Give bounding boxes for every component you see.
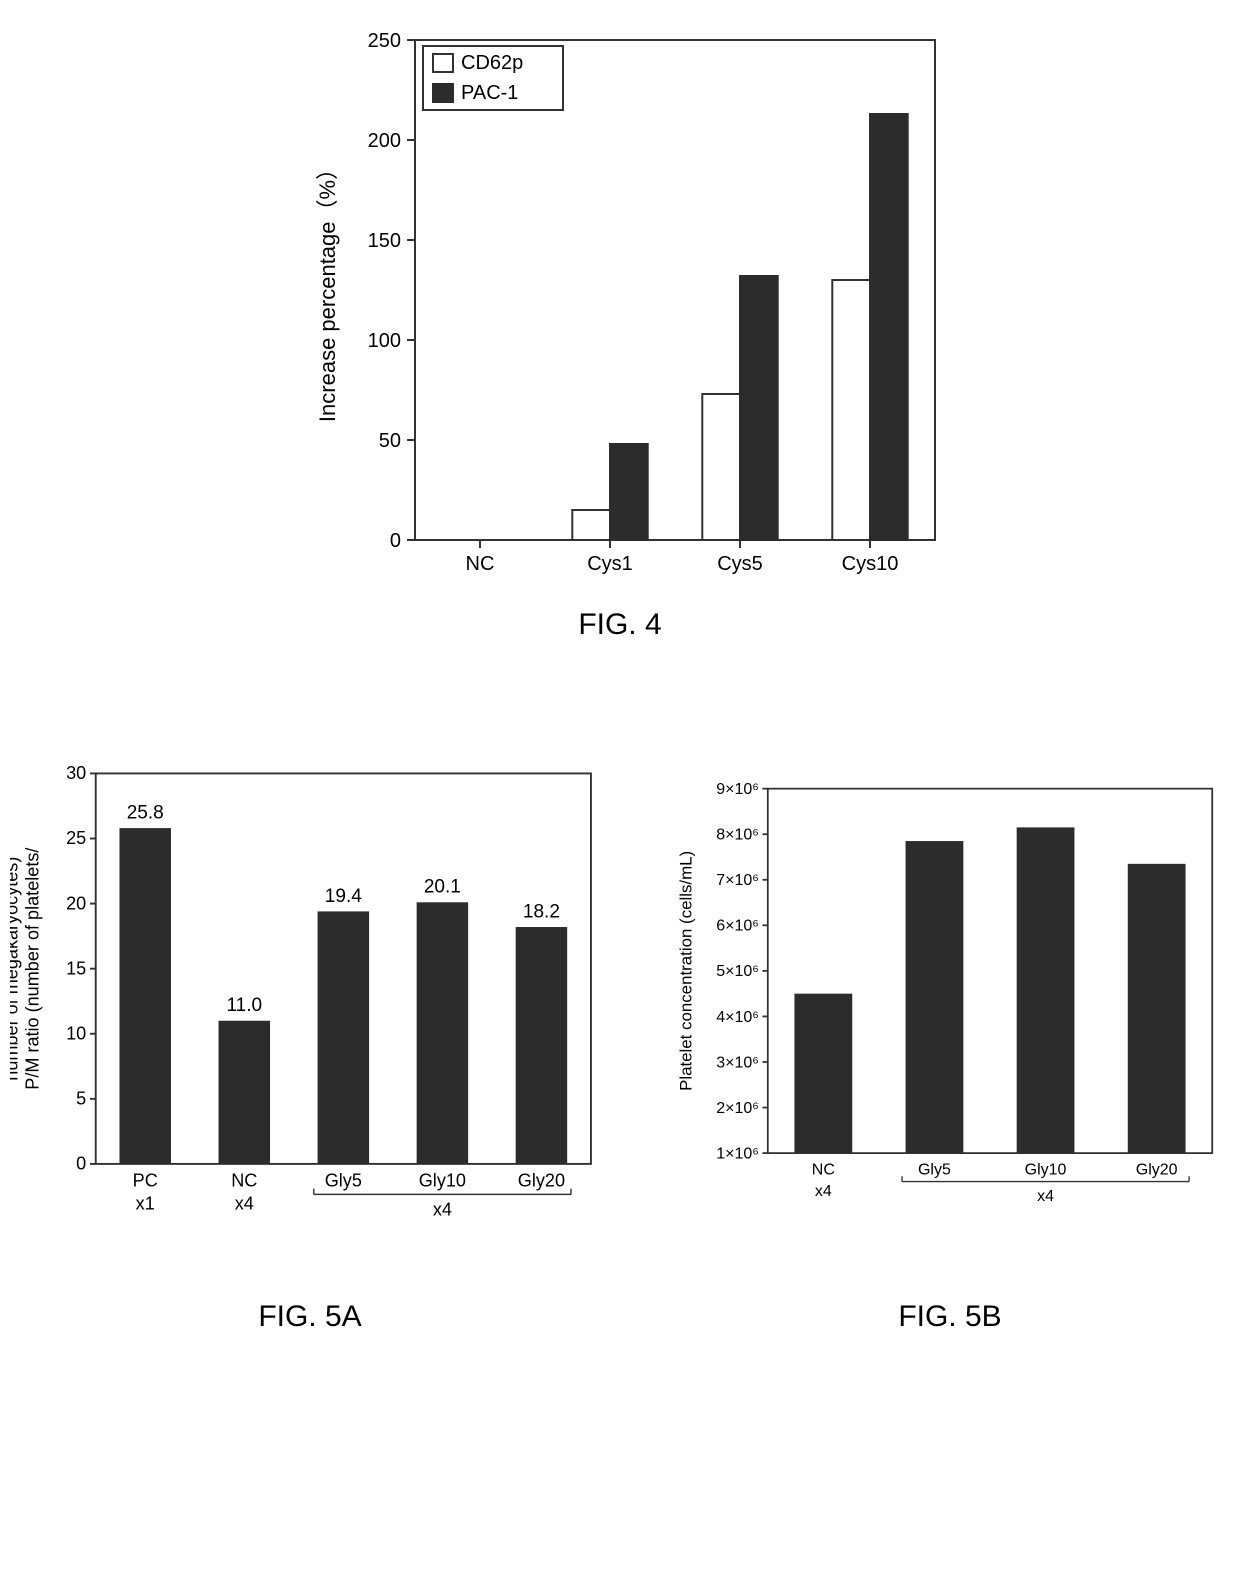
svg-text:NC: NC	[231, 1171, 257, 1191]
fig4-wrap: 0 50 100 150 200 250 Increase percentage（%） NC C…	[20, 20, 1220, 642]
svg-text:x4: x4	[1037, 1188, 1054, 1205]
svg-text:Gly10: Gly10	[1025, 1161, 1067, 1178]
svg-text:100: 100	[368, 330, 401, 352]
svg-text:Gly10: Gly10	[419, 1171, 466, 1191]
fig4-chart: 0 50 100 150 200 250 Increase percentage（%） NC C…	[260, 20, 980, 580]
svg-text:Cys10: Cys10	[842, 553, 899, 575]
svg-text:NC: NC	[812, 1161, 835, 1178]
svg-text:0: 0	[76, 1154, 86, 1174]
fig5b-chart: 1×10⁶ 2×10⁶ 3×10⁶ 4×10⁶ 5×10⁶ 6×10⁶ 7×10⁶ 8×10⁶…	[670, 732, 1230, 1272]
svg-text:Cys1: Cys1	[587, 553, 633, 575]
svg-text:4×10⁶: 4×10⁶	[716, 1009, 759, 1026]
fig5a-label: FIG. 5A	[258, 1300, 361, 1334]
svg-text:18.2: 18.2	[523, 901, 560, 922]
svg-text:19.4: 19.4	[325, 886, 362, 907]
svg-text:number of megakaryocytes): number of megakaryocytes)	[10, 857, 22, 1081]
svg-text:50: 50	[379, 430, 401, 452]
svg-text:7×10⁶: 7×10⁶	[716, 872, 759, 889]
svg-text:Increase percentage（%）: Increase percentage（%）	[315, 158, 340, 422]
svg-text:Gly5: Gly5	[325, 1171, 362, 1191]
svg-text:20.1: 20.1	[424, 877, 461, 898]
svg-text:x4: x4	[235, 1194, 254, 1214]
svg-text:5: 5	[76, 1089, 86, 1109]
svg-text:x1: x1	[136, 1194, 155, 1214]
svg-text:x4: x4	[815, 1183, 832, 1200]
svg-text:5×10⁶: 5×10⁶	[716, 963, 759, 980]
svg-text:9×10⁶: 9×10⁶	[716, 781, 759, 798]
svg-text:11.0: 11.0	[226, 995, 262, 1016]
svg-text:20: 20	[66, 893, 86, 913]
svg-text:Cys5: Cys5	[717, 553, 763, 575]
svg-text:NC: NC	[466, 553, 495, 575]
svg-text:CD62p: CD62p	[461, 52, 523, 74]
fig5b-wrap: 1×10⁶ 2×10⁶ 3×10⁶ 4×10⁶ 5×10⁶ 6×10⁶ 7×10⁶ 8×10⁶…	[670, 732, 1230, 1334]
svg-text:1×10⁶: 1×10⁶	[716, 1145, 759, 1162]
svg-text:Gly5: Gly5	[918, 1161, 951, 1178]
svg-text:25.8: 25.8	[127, 803, 164, 824]
svg-text:200: 200	[368, 130, 401, 152]
svg-text:2×10⁶: 2×10⁶	[716, 1100, 759, 1117]
svg-text:0: 0	[390, 530, 401, 552]
svg-text:PC: PC	[133, 1171, 158, 1191]
fig5b-label: FIG. 5B	[898, 1300, 1001, 1334]
fig5-row: 0 5 10 15 20 25 30 P/M ratio (number of platele…	[20, 732, 1220, 1334]
svg-text:x4: x4	[433, 1199, 452, 1219]
svg-text:30: 30	[66, 763, 86, 783]
fig4-label: FIG. 4	[578, 608, 661, 642]
svg-text:Platelet concentration (cells/: Platelet concentration (cells/mL)	[676, 851, 695, 1091]
svg-text:Gly20: Gly20	[1136, 1161, 1178, 1178]
svg-text:Gly20: Gly20	[518, 1171, 565, 1191]
svg-text:15: 15	[66, 958, 86, 978]
svg-text:150: 150	[368, 230, 401, 252]
svg-text:3×10⁶: 3×10⁶	[716, 1054, 759, 1071]
svg-text:250: 250	[368, 30, 401, 52]
fig5a-chart: 0 5 10 15 20 25 30 P/M ratio (number of platele…	[10, 732, 610, 1272]
svg-text:P/M ratio (number of platelets: P/M ratio (number of platelets/	[23, 847, 43, 1090]
svg-text:25: 25	[66, 828, 86, 848]
svg-text:8×10⁶: 8×10⁶	[716, 827, 759, 844]
svg-text:PAC-1: PAC-1	[461, 82, 518, 104]
fig5a-wrap: 0 5 10 15 20 25 30 P/M ratio (number of platele…	[10, 732, 610, 1334]
svg-text:6×10⁶: 6×10⁶	[716, 918, 759, 935]
svg-text:10: 10	[66, 1023, 86, 1043]
